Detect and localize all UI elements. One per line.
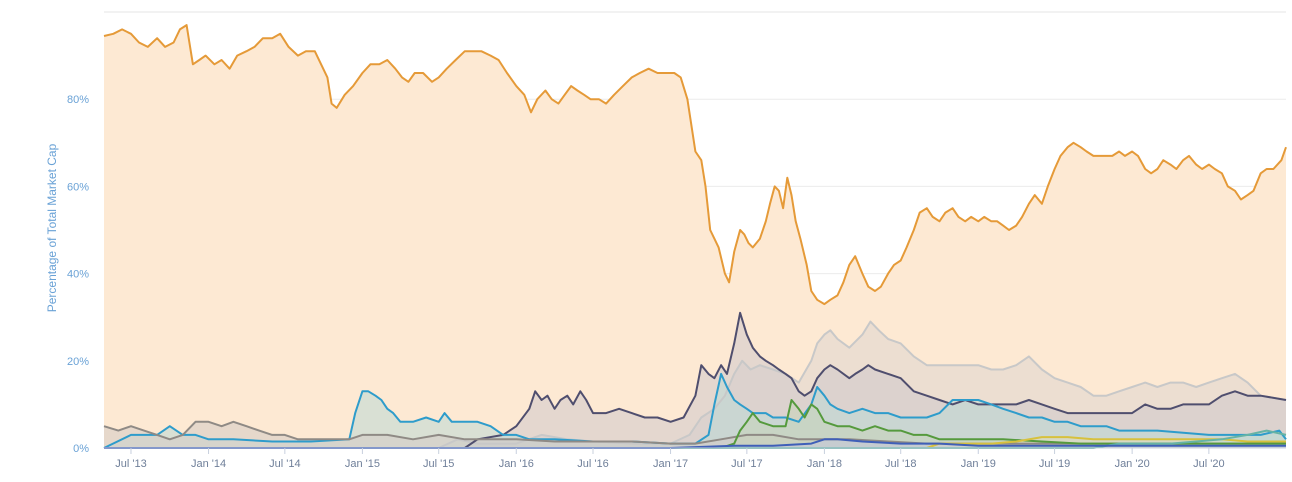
x-tick-label: Jul '19: [1039, 458, 1070, 470]
series-line-orange: [103, 24, 1287, 306]
x-tick-label: Jan '15: [345, 458, 380, 470]
y-tick-label: 60%: [67, 181, 89, 193]
x-tick-label: Jul '15: [423, 458, 454, 470]
x-tick-label: Jan '18: [807, 458, 842, 470]
x-tick-label: Jan '17: [653, 458, 688, 470]
x-tick-label: Jul '17: [731, 458, 762, 470]
y-tick-label: 20%: [67, 356, 89, 368]
series-line-cyan: [103, 372, 1287, 449]
axis-layer: Percentage of Total Market Cap 0% 20% 40% 6…: [45, 94, 1286, 470]
x-tick-label: Jul '16: [577, 458, 608, 470]
x-tick-label: Jul '14: [269, 458, 300, 470]
series-line-light-gray: [104, 320, 1287, 449]
area-layer: [104, 25, 1286, 448]
x-tick-label: Jan '14: [191, 458, 226, 470]
series-area-gray-taupe: [104, 421, 1286, 448]
series-area-orange: [104, 25, 1286, 448]
x-tick-label: Jul '13: [115, 458, 146, 470]
series-line-dark-navy: [104, 311, 1287, 449]
series-line-blue: [104, 438, 1286, 449]
y-tick-label: 80%: [67, 94, 89, 106]
line-layer: [103, 24, 1287, 449]
x-tick-label: Jan '16: [499, 458, 534, 470]
y-tick-label: 0%: [73, 443, 89, 455]
x-tick-label: Jul '20: [1193, 458, 1224, 470]
series-line-green: [104, 399, 1286, 449]
series-area-cyan: [104, 373, 1286, 448]
x-tick-label: Jul '18: [885, 458, 916, 470]
y-axis-label: Percentage of Total Market Cap: [45, 143, 59, 312]
x-tick-label: Jan '19: [961, 458, 996, 470]
y-tick-label: 40%: [67, 269, 89, 281]
x-tick-label: Jan '20: [1115, 458, 1150, 470]
